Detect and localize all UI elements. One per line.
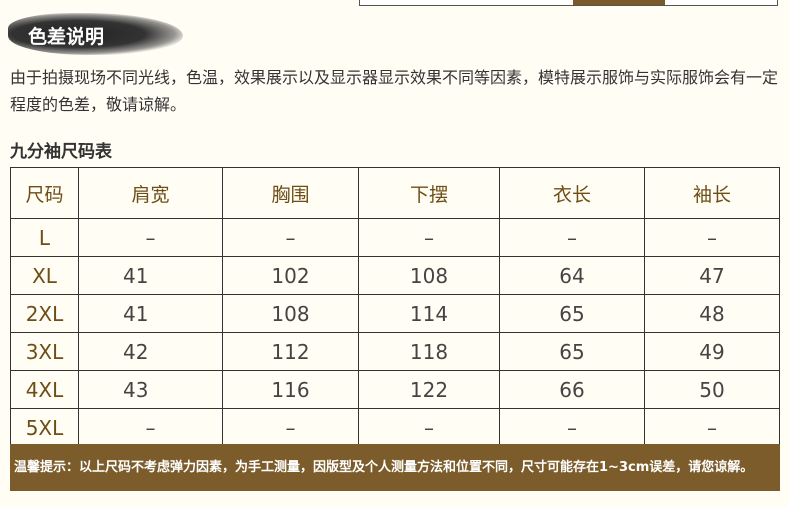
measure-cell: – <box>644 408 780 447</box>
col-header: 尺码 <box>10 167 79 219</box>
color-difference-badge: 色差说明 <box>8 13 183 55</box>
measure-cell: 108 <box>358 256 500 295</box>
measure-cell: – <box>222 218 359 257</box>
measure-cell: 66 <box>499 370 645 409</box>
table-header-row: 尺码 肩宽 胸围 下摆 衣长 袖长 <box>10 167 780 219</box>
color-difference-description: 由于拍摄现场不同光线，色温，效果展示以及显示器显示效果不同等因素，模特展示服饰与… <box>10 68 779 114</box>
size-cell: 2XL <box>10 294 79 333</box>
measure-cell: – <box>358 408 500 447</box>
col-header: 肩宽 <box>78 167 223 219</box>
measure-cell: 64 <box>499 256 645 295</box>
measure-cell: 42 <box>78 332 223 371</box>
size-table: 尺码 肩宽 胸围 下摆 衣长 袖长 L – – – – – XL 41 102 108 64 47 2X… <box>10 167 780 447</box>
measure-cell: 122 <box>358 370 500 409</box>
top-nav-active-segment <box>573 0 665 5</box>
size-cell: 4XL <box>10 370 79 409</box>
col-header: 胸围 <box>222 167 359 219</box>
table-row: L – – – – – <box>10 218 780 257</box>
measure-cell: 49 <box>644 332 780 371</box>
size-cell: XL <box>10 256 79 295</box>
measure-cell: – <box>499 218 645 257</box>
measure-cell: – <box>78 408 223 447</box>
table-row: 4XL 43 116 122 66 50 <box>10 370 780 409</box>
badge-label: 色差说明 <box>28 26 105 48</box>
measure-cell: 118 <box>358 332 500 371</box>
top-nav-strip <box>359 0 778 6</box>
measure-cell: 102 <box>222 256 359 295</box>
warm-tip-banner: 温馨提示：以上尺码不考虑弹力因素，为手工测量，因版型及个人测量方法和位置不同，尺… <box>10 444 780 491</box>
size-cell: 3XL <box>10 332 79 371</box>
measure-cell: 50 <box>644 370 780 409</box>
measure-cell: – <box>358 218 500 257</box>
measure-cell: 112 <box>222 332 359 371</box>
measure-cell: 114 <box>358 294 500 333</box>
size-cell: 5XL <box>10 408 79 447</box>
size-table-title: 九分袖尺码表 <box>10 142 112 162</box>
measure-cell: 65 <box>499 294 645 333</box>
size-cell: L <box>10 218 79 257</box>
measure-cell: 65 <box>499 332 645 371</box>
measure-cell: – <box>78 218 223 257</box>
measure-cell: – <box>499 408 645 447</box>
col-header: 衣长 <box>499 167 645 219</box>
measure-cell: 43 <box>78 370 223 409</box>
table-row: 3XL 42 112 118 65 49 <box>10 332 780 371</box>
measure-cell: 48 <box>644 294 780 333</box>
measure-cell: 116 <box>222 370 359 409</box>
col-header: 袖长 <box>644 167 780 219</box>
table-row: 2XL 41 108 114 65 48 <box>10 294 780 333</box>
table-row: XL 41 102 108 64 47 <box>10 256 780 295</box>
measure-cell: 47 <box>644 256 780 295</box>
measure-cell: – <box>222 408 359 447</box>
table-row: 5XL – – – – – <box>10 408 780 447</box>
measure-cell: 108 <box>222 294 359 333</box>
col-header: 下摆 <box>358 167 500 219</box>
measure-cell: 41 <box>78 294 223 333</box>
measure-cell: – <box>644 218 780 257</box>
measure-cell: 41 <box>78 256 223 295</box>
